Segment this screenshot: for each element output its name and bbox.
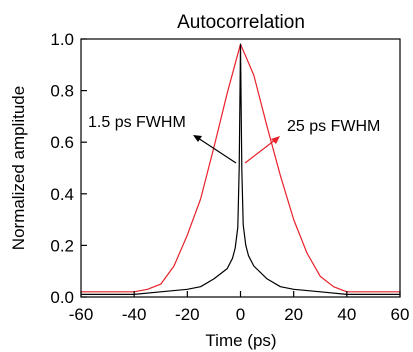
y-tick-label: 0.4 bbox=[50, 185, 74, 204]
annotation-arrowhead-red bbox=[271, 136, 280, 144]
ticks-layer: -60 -40 -20 0 20 40 60 0.0 0.2 0.4 0.6 0.8 1.0 bbox=[50, 30, 409, 324]
annotation-arrowhead-black bbox=[193, 135, 202, 142]
y-tick-label: 0.8 bbox=[50, 82, 74, 101]
series-line-1 bbox=[81, 43, 400, 295]
y-tick-label: 0.6 bbox=[50, 133, 74, 152]
series-layer bbox=[81, 43, 400, 295]
annotation-black: 1.5 ps FWHM bbox=[88, 114, 237, 164]
annotation-label-red: 25 ps FWHM bbox=[287, 118, 380, 135]
y-tick-label: 1.0 bbox=[50, 30, 74, 49]
chart-title: Autocorrelation bbox=[177, 12, 305, 33]
annotation-red: 25 ps FWHM bbox=[244, 118, 380, 164]
x-tick-label: -40 bbox=[122, 305, 147, 324]
x-tick-label: 40 bbox=[337, 305, 356, 324]
x-tick-label: -20 bbox=[175, 305, 200, 324]
y-tick-label: 0.0 bbox=[50, 288, 74, 307]
x-tick-label: 0 bbox=[236, 305, 245, 324]
annotation-arrow-red bbox=[244, 139, 276, 164]
x-axis-label: Time (ps) bbox=[205, 331, 276, 350]
y-tick-label: 0.2 bbox=[50, 236, 74, 255]
annotation-arrow-black bbox=[197, 137, 237, 164]
x-tick-label: -60 bbox=[69, 305, 94, 324]
x-tick-label: 20 bbox=[284, 305, 303, 324]
y-axis-label: Normalized amplitude bbox=[9, 86, 28, 250]
annotation-label-black: 1.5 ps FWHM bbox=[88, 114, 186, 131]
x-tick-label: 60 bbox=[391, 305, 410, 324]
